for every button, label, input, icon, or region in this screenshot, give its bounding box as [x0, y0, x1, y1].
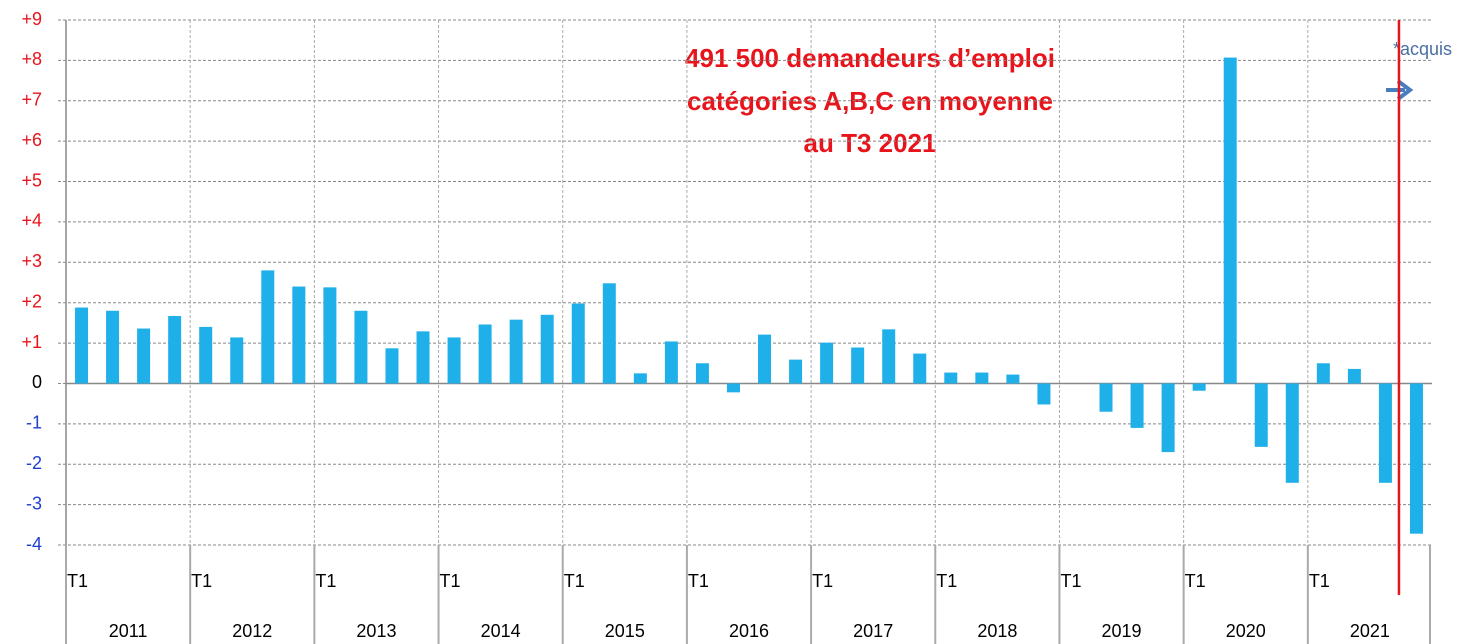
bar	[571, 303, 585, 384]
bar	[1037, 383, 1051, 405]
bar	[199, 326, 213, 384]
y-tick-label: +8	[21, 49, 42, 69]
bar	[913, 353, 927, 384]
bar	[1347, 368, 1361, 384]
bar	[633, 373, 647, 384]
bar	[726, 383, 740, 393]
bar	[664, 341, 678, 384]
x-tick-label: T1	[1060, 571, 1081, 591]
x-tick-label: T1	[67, 571, 88, 591]
x-tick-label: T1	[191, 571, 212, 591]
bar	[1192, 383, 1206, 391]
x-tick-label: T1	[564, 571, 585, 591]
bar	[1161, 383, 1175, 453]
x-tick-label: T1	[1185, 571, 1206, 591]
bar	[509, 319, 523, 384]
group-label: 2013	[356, 621, 396, 641]
y-tick-label: +1	[21, 332, 42, 352]
bar	[292, 286, 306, 384]
y-tick-label: -4	[26, 534, 42, 554]
group-label: 2011	[109, 621, 148, 641]
note-arrow	[1386, 79, 1414, 101]
y-tick-label: +6	[21, 130, 42, 150]
group-label: 2012	[232, 621, 272, 641]
group-label: 2020	[1226, 621, 1266, 641]
bar	[820, 342, 834, 384]
bar	[944, 372, 958, 384]
bar	[758, 334, 772, 384]
bar	[1316, 363, 1330, 384]
bar	[851, 347, 865, 384]
bar	[230, 337, 244, 384]
y-tick-label: +5	[21, 170, 42, 190]
bar	[1006, 374, 1020, 384]
bar	[261, 270, 275, 384]
bar	[1099, 383, 1113, 412]
bar	[602, 283, 616, 384]
x-tick-label: T1	[1309, 571, 1330, 591]
annotation: au T3 2021	[804, 128, 937, 158]
y-tick-label: +4	[21, 211, 42, 231]
group-label: 2015	[605, 621, 645, 641]
bar	[137, 328, 151, 384]
y-tick-label: -2	[26, 453, 42, 473]
bar	[1223, 57, 1237, 384]
bar	[106, 310, 120, 384]
x-tick-label: T1	[812, 571, 833, 591]
bar	[975, 372, 989, 384]
x-tick-label: T1	[440, 571, 461, 591]
bar	[1285, 383, 1299, 483]
group-label: 2021	[1350, 621, 1390, 641]
bar	[168, 316, 182, 384]
bar	[540, 314, 554, 384]
x-tick-label: T1	[936, 571, 957, 591]
note: *acquis	[1393, 39, 1452, 59]
annotation: 491 500 demandeurs d’emploi	[685, 43, 1055, 73]
bar	[478, 324, 492, 384]
y-tick-label: +9	[21, 9, 42, 29]
bar	[75, 307, 89, 384]
x-tick-label: T1	[315, 571, 336, 591]
y-tick-label: 0	[32, 372, 42, 392]
group-label: 2016	[729, 621, 769, 641]
group-label: 2018	[977, 621, 1017, 641]
bar	[1409, 383, 1423, 534]
y-tick-label: -1	[26, 413, 42, 433]
x-tick-label: T1	[688, 571, 709, 591]
group-label: 2019	[1102, 621, 1142, 641]
bar	[1130, 383, 1144, 428]
y-tick-label: +3	[21, 251, 42, 271]
bar	[323, 287, 337, 384]
bar	[1378, 383, 1392, 483]
bar	[416, 331, 430, 384]
group-label: 2014	[481, 621, 521, 641]
bar	[695, 363, 709, 384]
bar	[789, 359, 803, 384]
y-tick-label: -3	[26, 493, 42, 513]
bar	[447, 337, 461, 384]
y-tick-label: +2	[21, 291, 42, 311]
bar	[354, 310, 368, 384]
bar	[1254, 383, 1268, 447]
bar	[882, 329, 896, 384]
y-tick-label: +7	[21, 90, 42, 110]
group-label: 2017	[853, 621, 893, 641]
bar	[385, 348, 399, 384]
